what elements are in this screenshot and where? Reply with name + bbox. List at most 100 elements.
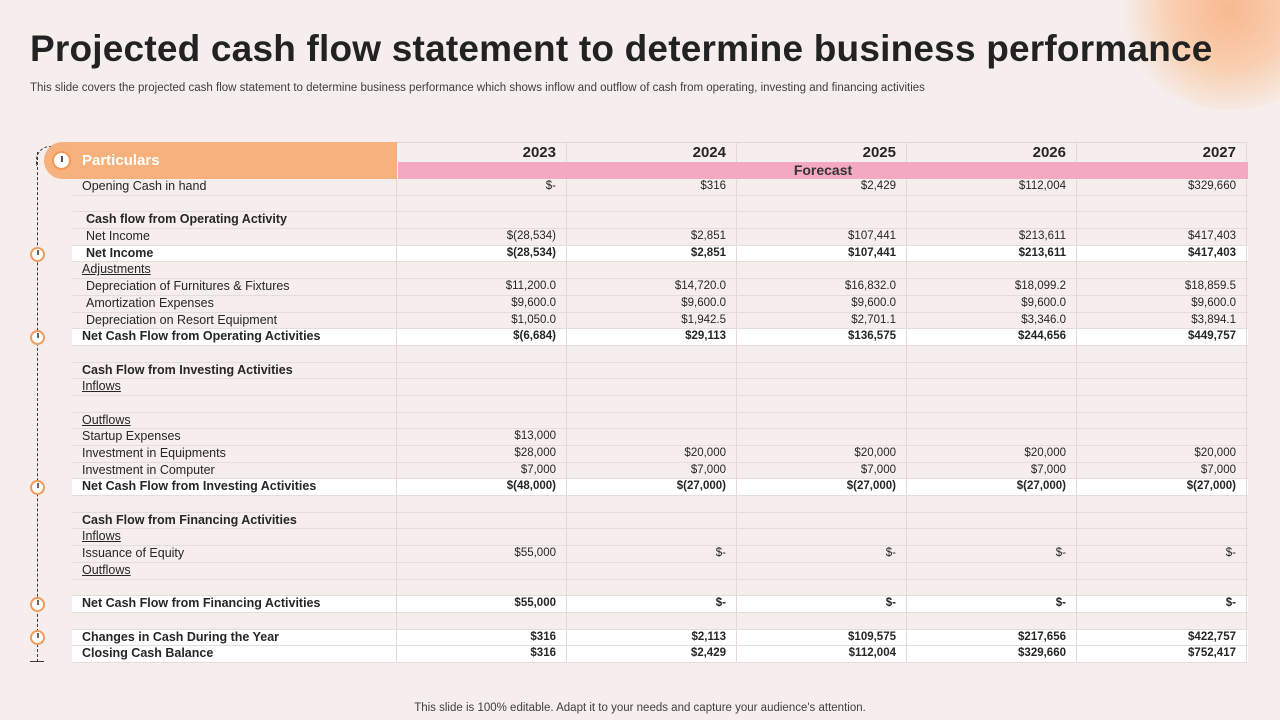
row-value <box>1077 345 1247 362</box>
row-value: $7,000 <box>737 462 907 479</box>
row-label: Net Cash Flow from Investing Activities <box>72 479 397 496</box>
row-label <box>72 195 397 212</box>
row-label: Adjustments <box>72 262 397 279</box>
row-value <box>1077 512 1247 529</box>
row-label: Depreciation of Furnitures & Fixtures <box>72 279 397 295</box>
row-value <box>1077 395 1247 412</box>
row-value <box>1077 362 1247 379</box>
row-value <box>737 345 907 362</box>
row-label: Depreciation on Resort Equipment <box>72 312 397 329</box>
row-value <box>567 362 737 379</box>
row-value: $3,894.1 <box>1077 312 1247 329</box>
row-value <box>907 362 1077 379</box>
row-value: $(27,000) <box>737 479 907 496</box>
row-value: $(6,684) <box>397 329 567 345</box>
row-value: $1,942.5 <box>567 312 737 329</box>
row-value: $213,611 <box>907 229 1077 245</box>
row-value <box>737 512 907 529</box>
row-value <box>567 512 737 529</box>
forecast-banner: Forecast <box>398 162 1248 179</box>
table-row: Investment in Computer $7,000 $7,000 $7,000… <box>72 462 1248 480</box>
row-value <box>737 529 907 546</box>
table-row <box>72 345 1248 363</box>
row-value <box>737 379 907 395</box>
row-value <box>907 212 1077 229</box>
row-value <box>567 195 737 212</box>
table-row: Net Cash Flow from Investing Activities $… <box>72 479 1248 497</box>
table-row: Inflows <box>72 529 1248 547</box>
row-label <box>72 496 397 512</box>
table-row: Startup Expenses $13,000 <box>72 429 1248 446</box>
row-value: $9,600.0 <box>737 295 907 312</box>
row-value <box>737 212 907 229</box>
year-header: 2026 <box>907 142 1077 162</box>
clock-icon <box>52 151 71 170</box>
row-value <box>907 612 1077 629</box>
row-value: $20,000 <box>737 446 907 462</box>
row-value <box>397 529 567 546</box>
row-value <box>567 612 737 629</box>
table-row: Cash Flow from Financing Activities <box>72 512 1248 530</box>
table-row: Depreciation of Furnitures & Fixtures $11… <box>72 279 1248 296</box>
row-value <box>737 262 907 279</box>
row-value: $316 <box>397 629 567 646</box>
row-value <box>397 412 567 429</box>
row-label: Investment in Computer <box>72 462 397 479</box>
table-row: Opening Cash in hand $- $316 $2,429 $112,004… <box>72 179 1248 196</box>
row-value: $2,851 <box>567 229 737 245</box>
row-value <box>567 345 737 362</box>
row-value <box>907 579 1077 596</box>
row-value: $55,000 <box>397 596 567 612</box>
row-value <box>397 496 567 512</box>
year-header-row: 2023 2024 2025 2026 2027 <box>397 142 1247 162</box>
row-label: Inflows <box>72 529 397 546</box>
row-value <box>907 429 1077 445</box>
table-row <box>72 612 1248 630</box>
table-row: Amortization Expenses $9,600.0 $9,600.0 $9,… <box>72 295 1248 313</box>
table-row: Outflows <box>72 562 1248 580</box>
row-value: $107,441 <box>737 245 907 262</box>
year-header: 2027 <box>1077 142 1247 162</box>
row-value <box>737 429 907 445</box>
row-value: $3,346.0 <box>907 312 1077 329</box>
row-value: $329,660 <box>907 646 1077 662</box>
row-value <box>1077 529 1247 546</box>
row-value <box>397 562 567 579</box>
row-label: Net Income <box>72 229 397 245</box>
row-value <box>1077 262 1247 279</box>
row-value: $(28,534) <box>397 229 567 245</box>
row-value: $(28,534) <box>397 245 567 262</box>
row-label <box>72 612 397 629</box>
timeline-curve <box>36 146 60 166</box>
table-row: Cash Flow from Investing Activities <box>72 362 1248 380</box>
page-title: Projected cash flow statement to determi… <box>30 28 1213 69</box>
timeline-line <box>37 152 38 662</box>
row-value: $1,050.0 <box>397 312 567 329</box>
row-value <box>907 379 1077 395</box>
row-value: $422,757 <box>1077 629 1247 646</box>
row-value: $- <box>567 546 737 562</box>
table-row <box>72 395 1248 413</box>
table-row: Depreciation on Resort Equipment $1,050.0… <box>72 312 1248 330</box>
table-row <box>72 195 1248 213</box>
row-label: Closing Cash Balance <box>72 646 397 662</box>
row-value <box>907 345 1077 362</box>
row-value: $7,000 <box>907 462 1077 479</box>
particulars-label: Particulars <box>82 152 160 169</box>
row-value <box>737 579 907 596</box>
row-value: $20,000 <box>567 446 737 462</box>
row-value <box>1077 212 1247 229</box>
row-value <box>1077 429 1247 445</box>
table-row <box>72 496 1248 513</box>
row-value: $7,000 <box>567 462 737 479</box>
row-value: $109,575 <box>737 629 907 646</box>
row-value: $(27,000) <box>567 479 737 496</box>
row-label: Inflows <box>72 379 397 395</box>
table-row <box>72 579 1248 597</box>
table-row: Cash flow from Operating Activity <box>72 212 1248 230</box>
row-value <box>907 412 1077 429</box>
row-label: Startup Expenses <box>72 429 397 445</box>
row-value <box>1077 379 1247 395</box>
year-header: 2023 <box>397 142 567 162</box>
row-value: $(27,000) <box>907 479 1077 496</box>
